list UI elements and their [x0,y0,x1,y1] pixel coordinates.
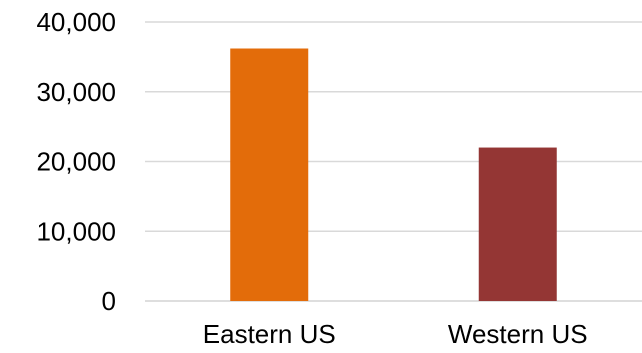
bars [230,48,557,301]
x-axis-category-labels: Eastern US Western US [203,319,588,349]
y-tick-label: 0 [102,286,116,316]
x-category-label: Western US [448,319,588,349]
y-axis-tick-labels: 0 10,000 20,000 30,000 40,000 [36,7,116,316]
bar-eastern-us [230,48,309,301]
gridlines [145,21,642,302]
y-tick-label: 30,000 [36,77,116,107]
y-tick-label: 10,000 [36,216,116,246]
y-tick-label: 20,000 [36,147,116,177]
y-tick-label: 40,000 [36,7,116,37]
x-category-label: Eastern US [203,319,336,349]
bar-western-us [478,147,557,301]
